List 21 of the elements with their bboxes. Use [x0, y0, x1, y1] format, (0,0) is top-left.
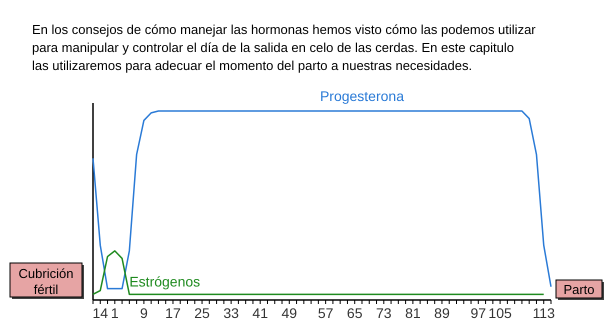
x-tick-label: 33 [223, 305, 240, 321]
x-tick-label: 105 [488, 305, 512, 321]
x-tick-label: 81 [405, 305, 421, 321]
x-tick-label: 89 [434, 305, 450, 321]
series-label: Estrógenos [129, 273, 200, 290]
x-tick-label: 65 [346, 305, 363, 321]
x-tick-label: 97 [470, 305, 486, 321]
x-tick-label: 14 [92, 305, 108, 321]
x-tick-label: 1 [110, 305, 119, 321]
x-tick-label: 73 [376, 305, 392, 321]
x-tick-label: 113 [532, 305, 556, 321]
x-tick-label: 41 [252, 305, 268, 321]
x-tick-label: 49 [281, 305, 298, 321]
x-tick-label: 17 [165, 305, 181, 321]
text: Cubrición fértil [18, 266, 74, 297]
x-tick-label: 25 [194, 305, 210, 321]
x-tick-label: 9 [140, 305, 148, 321]
text: Parto [563, 282, 595, 297]
x-tick-label: 57 [318, 305, 334, 321]
series-label: Progesterona [320, 88, 404, 104]
chart-title: En los consejos de cómo manejar las hormonas hemos visto cómo las podemos utilizar para manipular y controlar el día de la salida en celo de las cerdas. En este capitulo las utilizaremos para adecuar el momento del parto a nuestras necesidades. [32, 22, 536, 73]
